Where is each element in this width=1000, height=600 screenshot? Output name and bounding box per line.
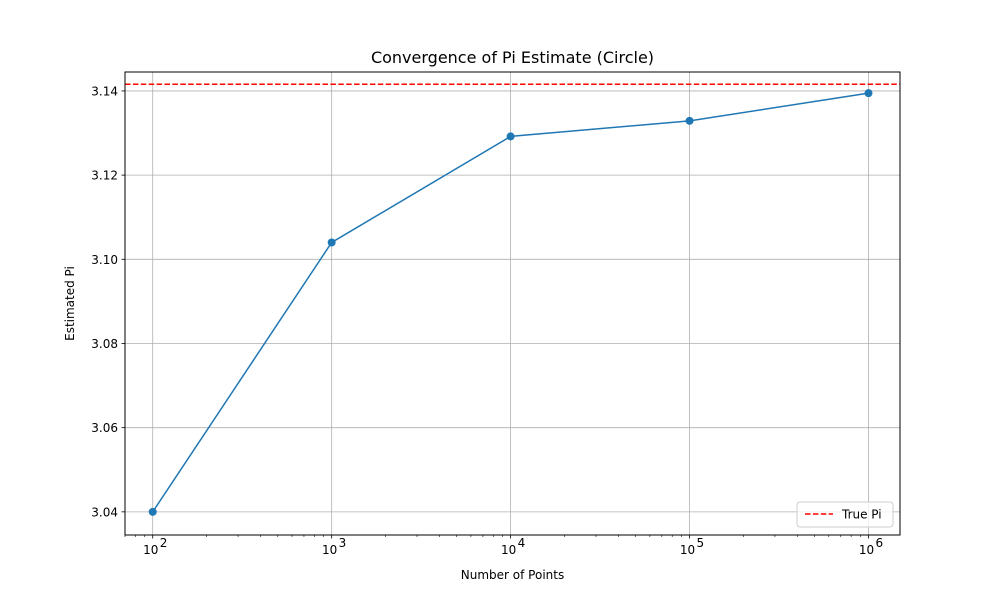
x-tick-label: 10 bbox=[859, 543, 874, 557]
x-tick-exponent: 5 bbox=[697, 536, 705, 550]
x-tick-label: 10 bbox=[143, 543, 158, 557]
x-axis: 10 2 10 3 10 4 10 5 10 6 bbox=[124, 535, 883, 557]
legend-label-true-pi: True Pi bbox=[841, 508, 882, 522]
x-axis-title: Number of Points bbox=[461, 568, 564, 582]
series-group bbox=[148, 89, 873, 516]
y-tick-label: 3.06 bbox=[91, 421, 118, 435]
x-tick-label: 10 bbox=[501, 543, 516, 557]
chart-title: Convergence of Pi Estimate (Circle) bbox=[371, 48, 654, 67]
grid bbox=[125, 72, 900, 535]
x-tick-exponent: 4 bbox=[518, 536, 526, 550]
y-tick-label: 3.12 bbox=[91, 169, 118, 183]
data-point bbox=[148, 507, 157, 516]
x-tick-label: 10 bbox=[322, 543, 337, 557]
y-tick-label: 3.08 bbox=[91, 337, 118, 351]
data-point bbox=[864, 89, 873, 98]
y-axis: 3.04 3.06 3.08 3.10 3.12 3.14 bbox=[91, 84, 125, 519]
legend: True Pi bbox=[796, 501, 894, 528]
data-point bbox=[506, 132, 515, 141]
x-tick-exponent: 2 bbox=[160, 536, 168, 550]
y-tick-label: 3.04 bbox=[91, 505, 118, 519]
y-tick-label: 3.10 bbox=[91, 253, 118, 267]
y-tick-label: 3.14 bbox=[91, 84, 118, 98]
data-point bbox=[685, 116, 694, 125]
data-point bbox=[327, 238, 336, 247]
x-tick-label: 10 bbox=[680, 543, 695, 557]
x-tick-exponent: 6 bbox=[875, 536, 883, 550]
plot-frame bbox=[124, 71, 901, 536]
legend-box bbox=[796, 501, 894, 528]
x-tick-exponent: 3 bbox=[339, 536, 347, 550]
y-axis-title: Estimated Pi bbox=[63, 266, 77, 341]
